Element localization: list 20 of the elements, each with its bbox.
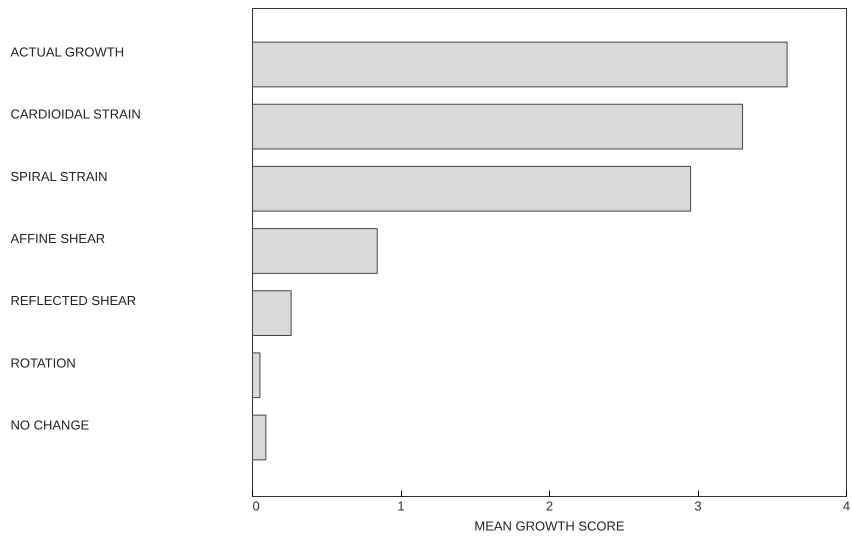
bar: [252, 42, 788, 88]
bar: [252, 228, 378, 274]
y-tick-label: CARDIOIDAL STRAIN: [10, 106, 141, 122]
x-tick-label: 3: [694, 498, 702, 514]
x-tick-label: 2: [546, 498, 554, 514]
x-axis-title: MEAN GROWTH SCORE: [474, 518, 625, 534]
y-tick-label: NO CHANGE: [10, 418, 90, 433]
y-tick-label: REFLECTED SHEAR: [10, 293, 136, 308]
y-tick-label: ROTATION: [10, 355, 76, 370]
bar: [252, 104, 744, 150]
y-tick-label: SPIRAL STRAIN: [10, 168, 108, 184]
bar: [252, 166, 692, 212]
x-tick-label: 0: [252, 498, 260, 514]
y-tick-label: AFFINE SHEAR: [10, 231, 106, 246]
bar: [252, 414, 266, 460]
x-tick-label: 1: [397, 498, 405, 514]
bar: [252, 352, 260, 398]
bar: [252, 290, 292, 336]
y-tick-label: ACTUAL GROWTH: [10, 44, 124, 60]
x-tick-label: 4: [842, 498, 850, 514]
